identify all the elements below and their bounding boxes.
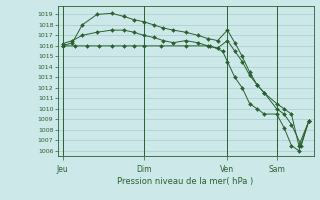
X-axis label: Pression niveau de la mer( hPa ): Pression niveau de la mer( hPa ) — [117, 177, 254, 186]
